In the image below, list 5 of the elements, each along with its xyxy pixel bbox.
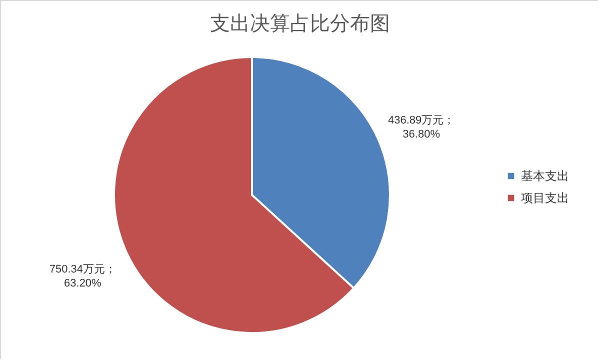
legend-label: 项目支出 <box>521 191 569 205</box>
data-label: 750.34万元；63.20% <box>49 264 116 290</box>
legend-label: 基本支出 <box>521 169 569 183</box>
data-label: 436.89万元；36.80% <box>388 114 455 140</box>
chart-title: 支出决算占比分布图 <box>210 13 390 35</box>
